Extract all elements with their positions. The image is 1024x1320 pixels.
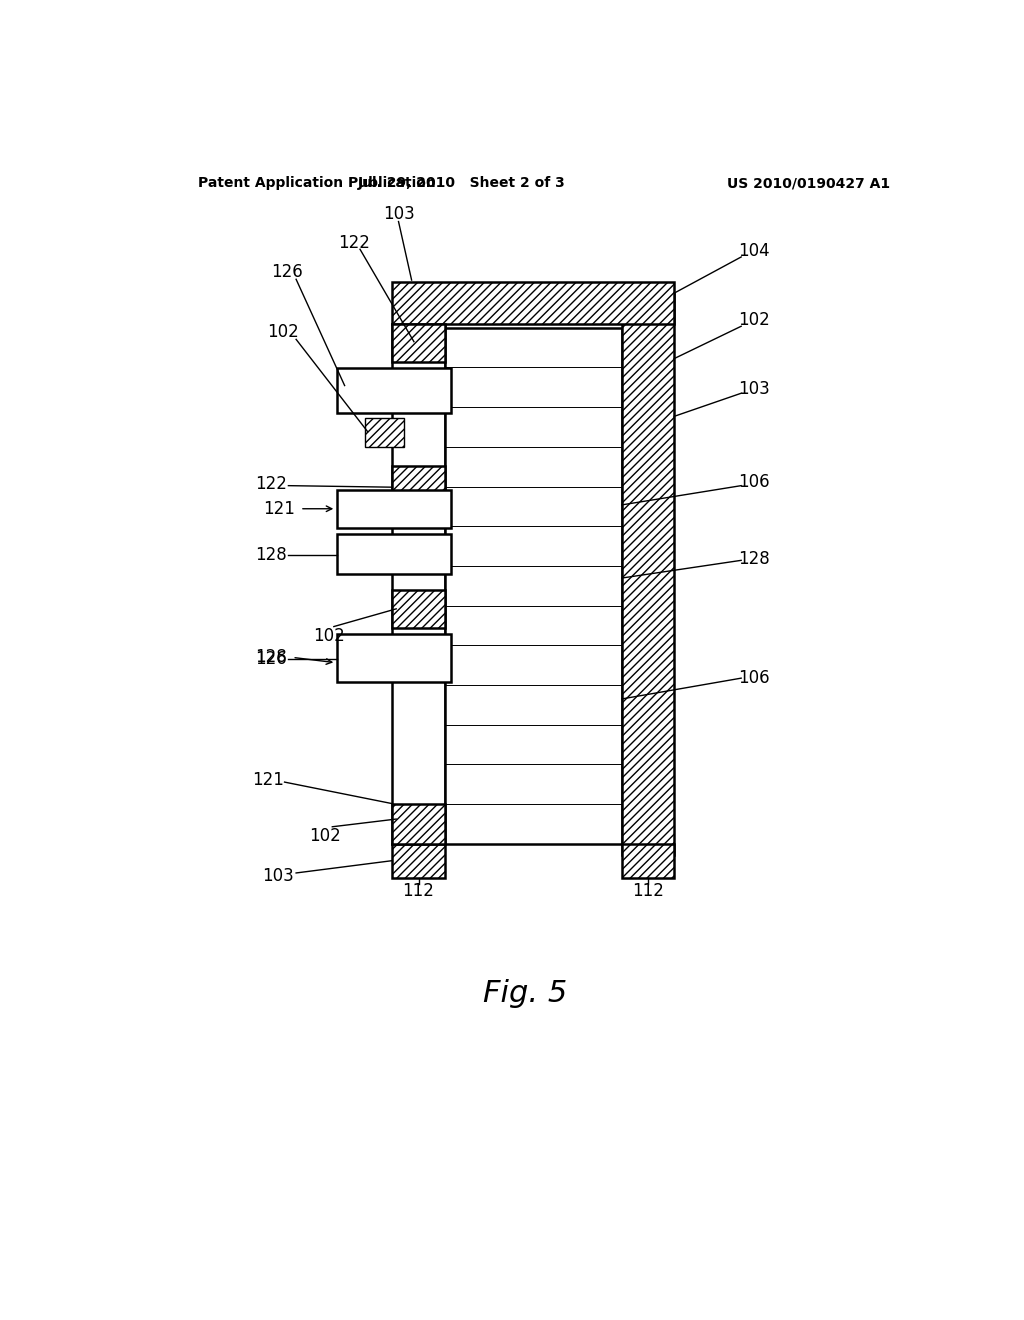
Text: 106: 106	[738, 669, 770, 688]
Text: 128: 128	[256, 648, 288, 667]
Text: Jul. 29, 2010   Sheet 2 of 3: Jul. 29, 2010 Sheet 2 of 3	[357, 176, 565, 190]
Text: 112: 112	[402, 883, 434, 900]
Bar	[392, 590, 444, 628]
Bar	[444, 327, 622, 843]
Text: 126: 126	[271, 264, 303, 281]
Text: Patent Application Publication: Patent Application Publication	[198, 176, 435, 190]
Bar	[337, 635, 451, 682]
Text: 121: 121	[263, 500, 295, 517]
Text: US 2010/0190427 A1: US 2010/0190427 A1	[727, 176, 890, 190]
Text: 102: 102	[738, 312, 770, 329]
Bar	[622, 293, 674, 855]
Text: 102: 102	[313, 627, 345, 644]
Text: 104: 104	[738, 242, 770, 260]
Bar	[366, 418, 403, 447]
Text: 103: 103	[738, 380, 770, 399]
Text: 126: 126	[256, 649, 288, 668]
Text: 121: 121	[252, 771, 284, 789]
Bar	[337, 368, 451, 412]
Text: 128: 128	[738, 550, 770, 568]
Text: 106: 106	[738, 473, 770, 491]
Text: 103: 103	[262, 867, 294, 884]
Bar	[392, 466, 444, 506]
Bar	[337, 535, 451, 574]
Bar	[392, 804, 444, 843]
Text: 112: 112	[632, 883, 664, 900]
Text: 122: 122	[338, 234, 370, 252]
Bar	[337, 490, 451, 528]
Bar	[622, 843, 674, 878]
Text: 122: 122	[256, 475, 288, 494]
Text: 128: 128	[256, 546, 288, 564]
Text: 103: 103	[383, 205, 415, 223]
Text: Fig. 5: Fig. 5	[482, 979, 567, 1008]
Bar	[392, 323, 444, 363]
Text: 102: 102	[309, 828, 341, 845]
Bar	[392, 843, 444, 878]
Bar	[392, 281, 674, 323]
Text: 102: 102	[267, 322, 299, 341]
